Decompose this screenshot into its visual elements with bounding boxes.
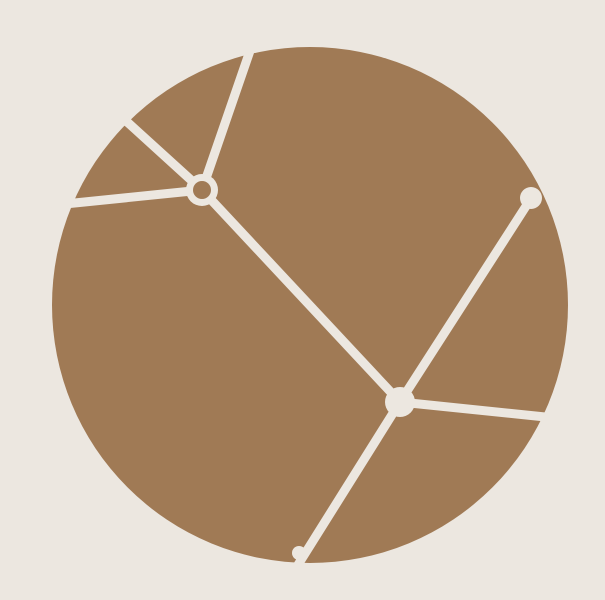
edge-node-bottom bbox=[292, 546, 306, 560]
junction-node bbox=[385, 387, 415, 417]
crack-line-right-upper bbox=[395, 195, 535, 407]
crack-line-upper-left bbox=[120, 115, 207, 195]
crack-line-bottom bbox=[291, 397, 405, 573]
crack-lines bbox=[50, 40, 560, 573]
crack-line-top bbox=[197, 40, 257, 195]
crack-line-left bbox=[50, 185, 207, 210]
crack-line-right bbox=[395, 397, 560, 423]
crack-line-center-diagonal bbox=[197, 185, 405, 407]
nodes bbox=[186, 174, 542, 560]
edge-node-right bbox=[520, 187, 542, 209]
hollow-node-center bbox=[193, 181, 211, 199]
